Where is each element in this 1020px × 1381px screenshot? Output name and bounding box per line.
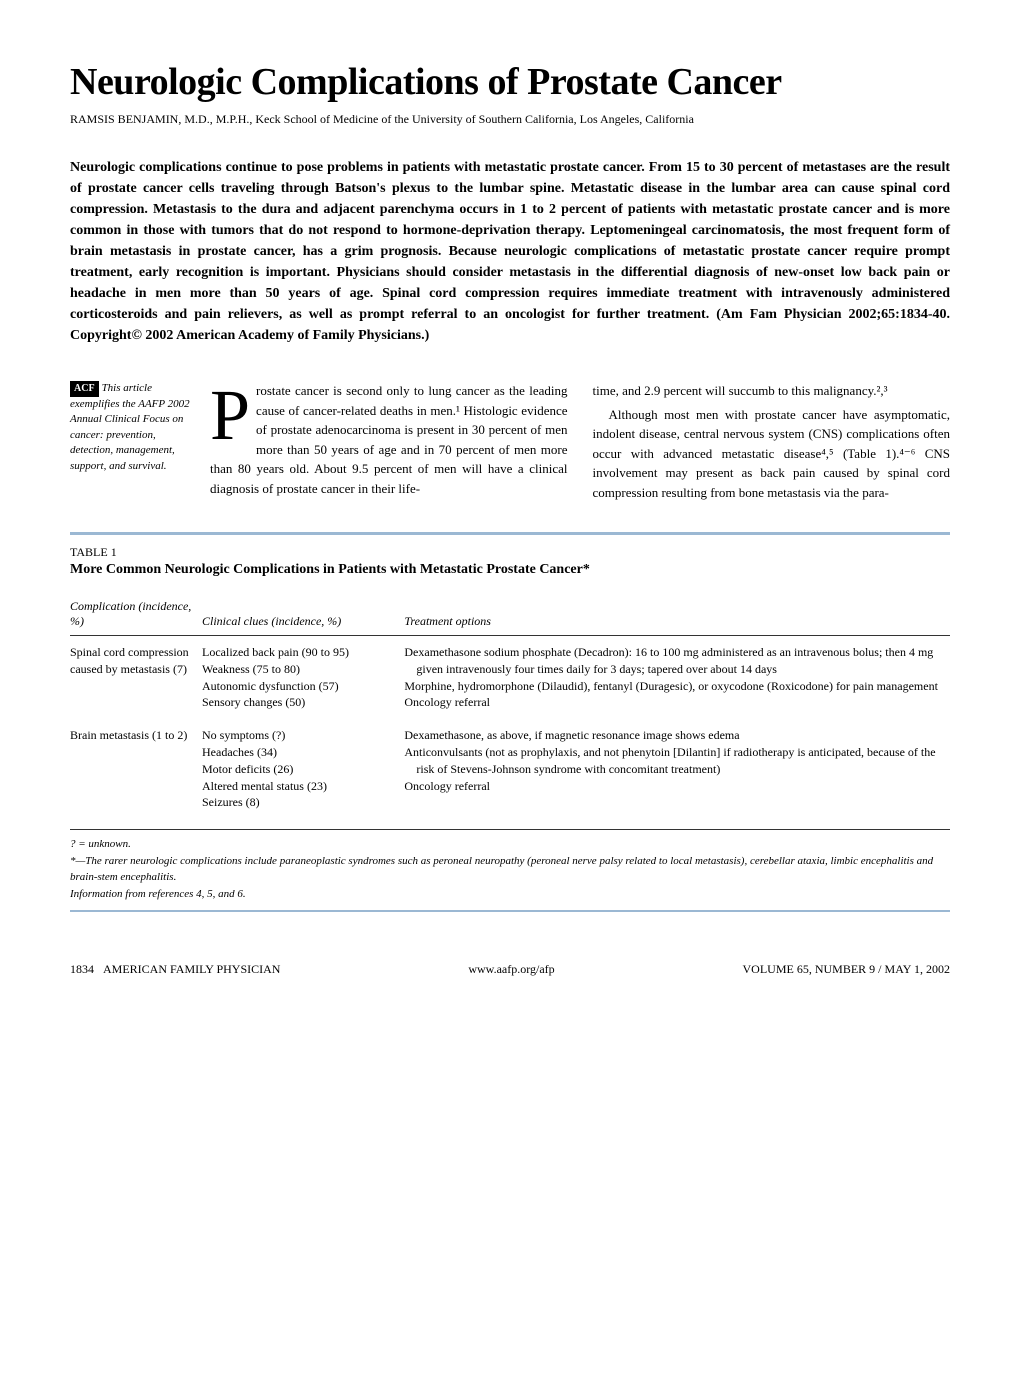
- col2-text-p1: time, and 2.9 percent will succumb to th…: [593, 383, 888, 398]
- col2-text-p2: Although most men with prostate cancer h…: [593, 407, 951, 500]
- cell-treatment: Dexamethasone, as above, if magnetic res…: [404, 719, 950, 819]
- page-footer: 1834 AMERICAN FAMILY PHYSICIAN www.aafp.…: [70, 962, 950, 977]
- body-section: ACFThis article exemplifies the AAFP 200…: [70, 381, 950, 502]
- dropcap: P: [210, 385, 250, 446]
- body-columns: Prostate cancer is second only to lung c…: [210, 381, 950, 502]
- col1-text: rostate cancer is second only to lung ca…: [210, 383, 568, 496]
- th-complication: Complication (incidence, %): [70, 593, 202, 636]
- th-clues: Clinical clues (incidence, %): [202, 593, 404, 636]
- cell-clues: No symptoms (?)Headaches (34)Motor defic…: [202, 719, 404, 819]
- page-number: 1834: [70, 962, 94, 976]
- table-top-divider: [70, 532, 950, 535]
- table-title: More Common Neurologic Complications in …: [70, 562, 950, 578]
- table-row: Spinal cord compression caused by metast…: [70, 636, 950, 720]
- table-row: Brain metastasis (1 to 2) No symptoms (?…: [70, 719, 950, 819]
- footer-center: www.aafp.org/afp: [468, 962, 554, 977]
- footer-right: VOLUME 65, NUMBER 9 / MAY 1, 2002: [743, 962, 950, 977]
- journal-name: AMERICAN FAMILY PHYSICIAN: [103, 962, 280, 976]
- cell-clues: Localized back pain (90 to 95)Weakness (…: [202, 636, 404, 720]
- footer-left: 1834 AMERICAN FAMILY PHYSICIAN: [70, 962, 280, 977]
- body-column-2: time, and 2.9 percent will succumb to th…: [593, 381, 951, 502]
- abstract: Neurologic complications continue to pos…: [70, 157, 950, 346]
- acf-badge: ACF: [70, 381, 99, 397]
- table-label: TABLE 1: [70, 545, 950, 560]
- footer-line3: Information from references 4, 5, and 6.: [70, 886, 950, 903]
- th-treatment: Treatment options: [404, 593, 950, 636]
- body-column-1: Prostate cancer is second only to lung c…: [210, 381, 568, 502]
- cell-complication: Spinal cord compression caused by metast…: [70, 636, 202, 720]
- footer-line2: *—The rarer neurologic complications inc…: [70, 853, 950, 886]
- table-bottom-divider: [70, 910, 950, 912]
- cell-complication: Brain metastasis (1 to 2): [70, 719, 202, 819]
- table-body: Spinal cord compression caused by metast…: [70, 636, 950, 820]
- table-section: TABLE 1 More Common Neurologic Complicat…: [70, 532, 950, 912]
- author-line: RAMSIS BENJAMIN, M.D., M.P.H., Keck Scho…: [70, 112, 950, 127]
- article-title: Neurologic Complications of Prostate Can…: [70, 60, 950, 104]
- footer-line1: ? = unknown.: [70, 836, 950, 853]
- complications-table: Complication (incidence, %) Clinical clu…: [70, 593, 950, 819]
- cell-treatment: Dexamethasone sodium phosphate (Decadron…: [404, 636, 950, 720]
- sidebar-note: ACFThis article exemplifies the AAFP 200…: [70, 381, 190, 502]
- table-footer: ? = unknown. *—The rarer neurologic comp…: [70, 829, 950, 902]
